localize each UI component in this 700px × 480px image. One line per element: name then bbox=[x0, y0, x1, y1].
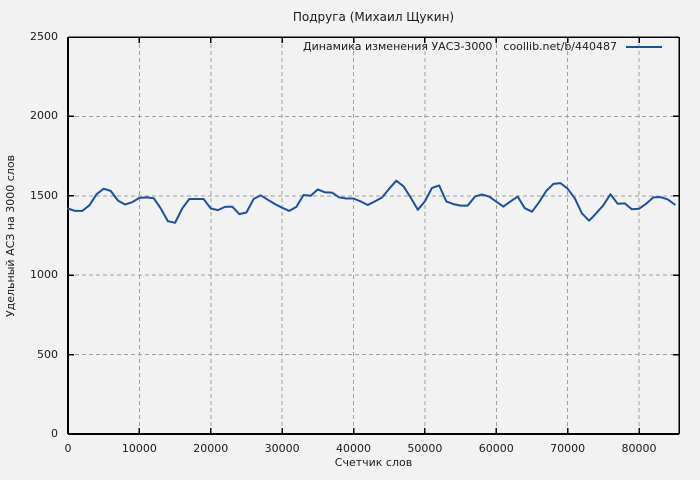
x-tick-label: 60000 bbox=[478, 442, 514, 455]
y-tick-label: 2500 bbox=[30, 30, 58, 43]
legend-series-label: Динамика изменения УАСЗ-3000 bbox=[303, 40, 493, 53]
x-tick-label: 80000 bbox=[621, 442, 657, 455]
x-tick-label: 40000 bbox=[336, 442, 371, 455]
y-tick-label: 2000 bbox=[30, 109, 58, 123]
data-line bbox=[67, 179, 676, 224]
y-tick-label: 1500 bbox=[30, 188, 58, 202]
x-tick-label: 10000 bbox=[121, 442, 157, 455]
legend: Динамика изменения УАСЗ-3000 coollib.net… bbox=[303, 40, 662, 53]
legend-line-sample bbox=[626, 45, 662, 48]
legend-source-link[interactable]: coollib.net/b/440487 bbox=[503, 40, 617, 53]
x-tick-label: 20000 bbox=[193, 442, 229, 455]
x-tick-label: 0 bbox=[64, 442, 72, 455]
x-tick-label: 30000 bbox=[264, 442, 300, 455]
x-axis-label: Счетчик слов bbox=[334, 456, 413, 469]
y-tick-label: 1000 bbox=[30, 268, 58, 282]
y-tick-label: 500 bbox=[37, 347, 58, 361]
y-tick-label: 0 bbox=[51, 427, 58, 440]
chart-title: Подруга (Михаил Щукин) bbox=[292, 10, 455, 24]
x-tick-label: 50000 bbox=[407, 442, 443, 455]
x-tick-label: 70000 bbox=[550, 442, 586, 455]
